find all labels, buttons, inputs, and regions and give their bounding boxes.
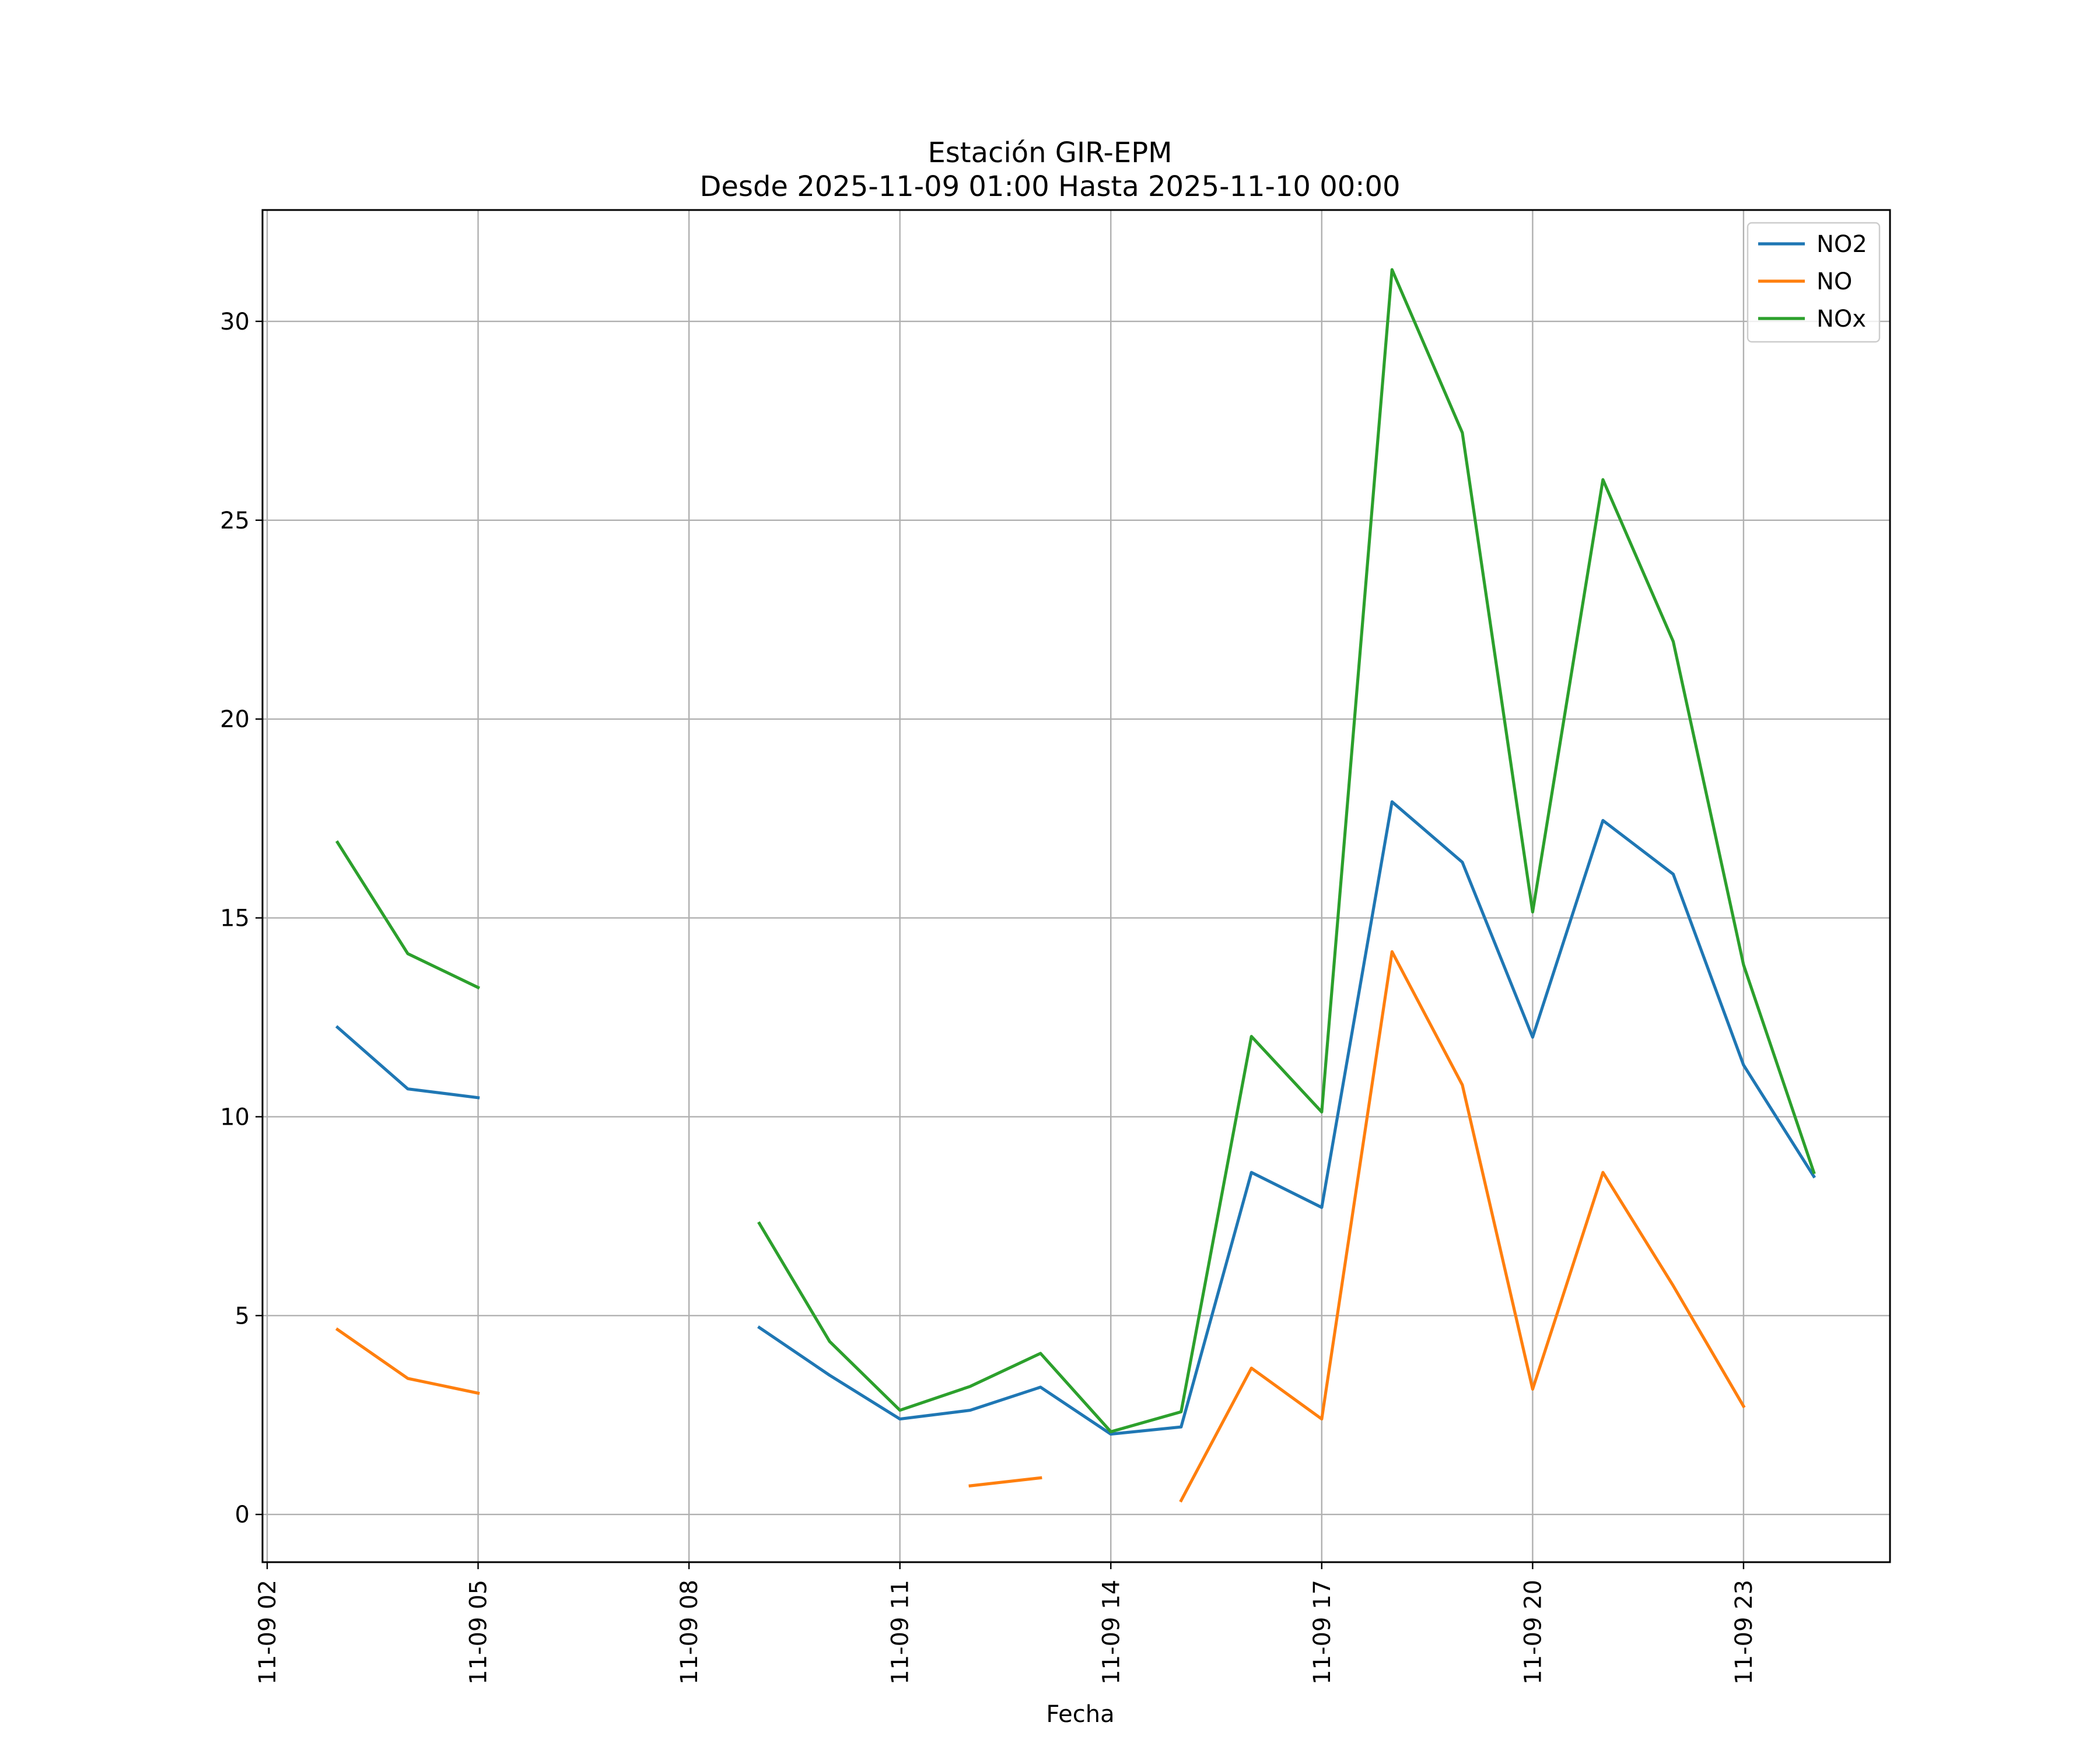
series-line-segment [968, 1476, 1042, 1488]
x-tick-label: 11-09 02 [254, 1580, 281, 1685]
plot-frame [261, 209, 1891, 1563]
y-tick-label: 30 [220, 309, 250, 335]
y-tick-label: 10 [220, 1104, 250, 1130]
x-axis-label: Fecha [1046, 1701, 1114, 1728]
series-no [335, 950, 1746, 1503]
x-tick-label: 11-09 08 [676, 1580, 703, 1685]
x-tick-label: 11-09 23 [1731, 1580, 1758, 1685]
series-no2 [335, 800, 1817, 1436]
y-tick-label: 5 [235, 1303, 250, 1329]
series-line-segment [1179, 950, 1746, 1503]
x-tick-label: 11-09 11 [887, 1580, 914, 1685]
legend-box [1746, 222, 1881, 343]
y-axis: 0 5 10 15 20 25 30 [220, 309, 262, 1528]
y-tick-label: 0 [235, 1502, 250, 1528]
grid [262, 210, 1890, 1562]
series-line-segment [757, 268, 1816, 1433]
x-tick-label: 11-09 14 [1098, 1580, 1125, 1685]
x-tick-label: 11-09 17 [1309, 1580, 1336, 1685]
legend-label: NOx [1817, 306, 1866, 332]
series-line-segment [335, 840, 481, 990]
y-tick-label: 20 [220, 706, 250, 733]
legend-label: NO [1817, 268, 1852, 295]
chart-title: Estación GIR-EPM [928, 136, 1172, 169]
series-line-segment [335, 1025, 480, 1100]
series-line-segment [335, 1327, 480, 1395]
y-tick-label: 25 [220, 508, 250, 534]
series-line-segment [757, 800, 1817, 1436]
x-tick-label: 11-09 20 [1520, 1580, 1546, 1685]
legend: NO2 NO NOx [1746, 222, 1881, 343]
legend-label: NO2 [1817, 231, 1867, 258]
y-tick-label: 15 [220, 905, 250, 932]
x-tick-label: 11-09 05 [466, 1580, 492, 1685]
series-lines [335, 268, 1817, 1503]
chart-subtitle: Desde 2025-11-09 01:00 Hasta 2025-11-10 … [699, 170, 1400, 203]
series-nox [335, 268, 1816, 1433]
x-axis: 11-09 02 11-09 05 11-09 08 11-09 11 11-09 14… [254, 1562, 1758, 1685]
